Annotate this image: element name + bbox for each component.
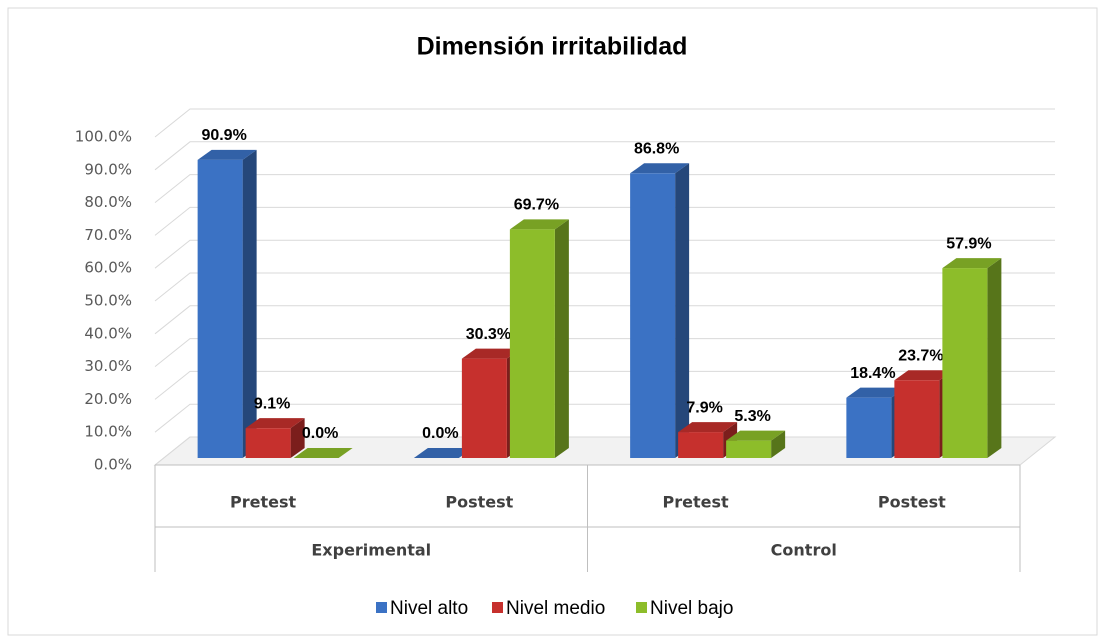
y-tick-label: 70.0% bbox=[84, 226, 132, 244]
value-label: 5.3% bbox=[734, 408, 770, 425]
y-tick-label: 50.0% bbox=[84, 292, 132, 310]
bar-side bbox=[987, 258, 1002, 458]
legend-swatch bbox=[376, 602, 387, 613]
grid-line bbox=[154, 206, 1055, 236]
y-tick-label: 90.0% bbox=[84, 160, 132, 178]
grid-line bbox=[154, 370, 1055, 400]
bar-top bbox=[942, 258, 1002, 269]
bar bbox=[726, 440, 772, 458]
bar-top bbox=[461, 348, 521, 359]
x-tick-label: Postest bbox=[878, 493, 946, 512]
grid-line bbox=[154, 174, 1055, 203]
bar-side bbox=[554, 219, 569, 458]
value-label: 0.0% bbox=[302, 425, 338, 442]
y-tick-label: 10.0% bbox=[84, 423, 132, 441]
value-label: 7.9% bbox=[686, 399, 722, 416]
y-tick-label: 30.0% bbox=[84, 357, 132, 375]
bar bbox=[678, 432, 724, 458]
value-label: 23.7% bbox=[898, 347, 943, 364]
y-tick-label: 80.0% bbox=[84, 193, 132, 211]
chart-title: Dimensión irritabilidad bbox=[417, 33, 688, 61]
x-tick-label: Pretest bbox=[230, 493, 296, 512]
bar bbox=[245, 428, 291, 458]
bar-top bbox=[197, 149, 257, 160]
legend-label: Nivel alto bbox=[390, 598, 468, 619]
x-tick-label: Pretest bbox=[663, 493, 729, 512]
bar bbox=[197, 159, 243, 458]
value-label: 69.7% bbox=[514, 197, 559, 214]
y-tick-label: 40.0% bbox=[84, 324, 132, 342]
bar-side bbox=[242, 149, 257, 458]
bar-top bbox=[894, 370, 954, 381]
bar bbox=[894, 380, 940, 458]
group-label: Control bbox=[771, 541, 837, 560]
grid-line bbox=[154, 338, 1055, 367]
bar-top bbox=[509, 219, 569, 230]
x-tick-label: Postest bbox=[445, 493, 513, 512]
grid-line bbox=[154, 403, 1055, 433]
bar-side bbox=[675, 163, 690, 458]
y-tick-label: 100.0% bbox=[75, 128, 132, 146]
value-label: 57.9% bbox=[946, 235, 991, 252]
value-label: 86.8% bbox=[634, 141, 679, 158]
value-label: 9.1% bbox=[254, 395, 290, 412]
bar-side bbox=[771, 430, 786, 458]
legend-swatch bbox=[492, 602, 503, 613]
grid-line bbox=[154, 272, 1055, 302]
bar bbox=[846, 397, 892, 458]
value-label: 30.3% bbox=[466, 326, 511, 343]
y-tick-label: 20.0% bbox=[84, 390, 132, 408]
bar-side bbox=[290, 418, 305, 458]
value-label: 90.9% bbox=[201, 127, 246, 144]
grid-line bbox=[154, 141, 1055, 171]
grid-line bbox=[154, 239, 1055, 269]
bar bbox=[509, 229, 555, 458]
value-label: 18.4% bbox=[850, 365, 895, 382]
bar-top bbox=[678, 422, 738, 433]
legend-label: Nivel medio bbox=[506, 598, 605, 619]
bar bbox=[461, 358, 507, 458]
grid-line bbox=[154, 305, 1055, 335]
y-tick-label: 60.0% bbox=[84, 259, 132, 277]
legend-swatch bbox=[636, 602, 647, 613]
value-label: 0.0% bbox=[422, 425, 458, 442]
bar-top bbox=[293, 448, 353, 458]
grid-line bbox=[154, 108, 1055, 138]
y-tick-label: 0.0% bbox=[94, 456, 132, 474]
bar-top bbox=[245, 418, 305, 429]
bar-top bbox=[846, 387, 906, 398]
group-label: Experimental bbox=[311, 541, 431, 560]
bar bbox=[942, 268, 988, 458]
bar bbox=[630, 173, 676, 458]
bar-top bbox=[726, 430, 786, 441]
bar-top bbox=[413, 448, 473, 458]
legend-label: Nivel bajo bbox=[650, 598, 733, 619]
bar-top bbox=[630, 163, 690, 174]
